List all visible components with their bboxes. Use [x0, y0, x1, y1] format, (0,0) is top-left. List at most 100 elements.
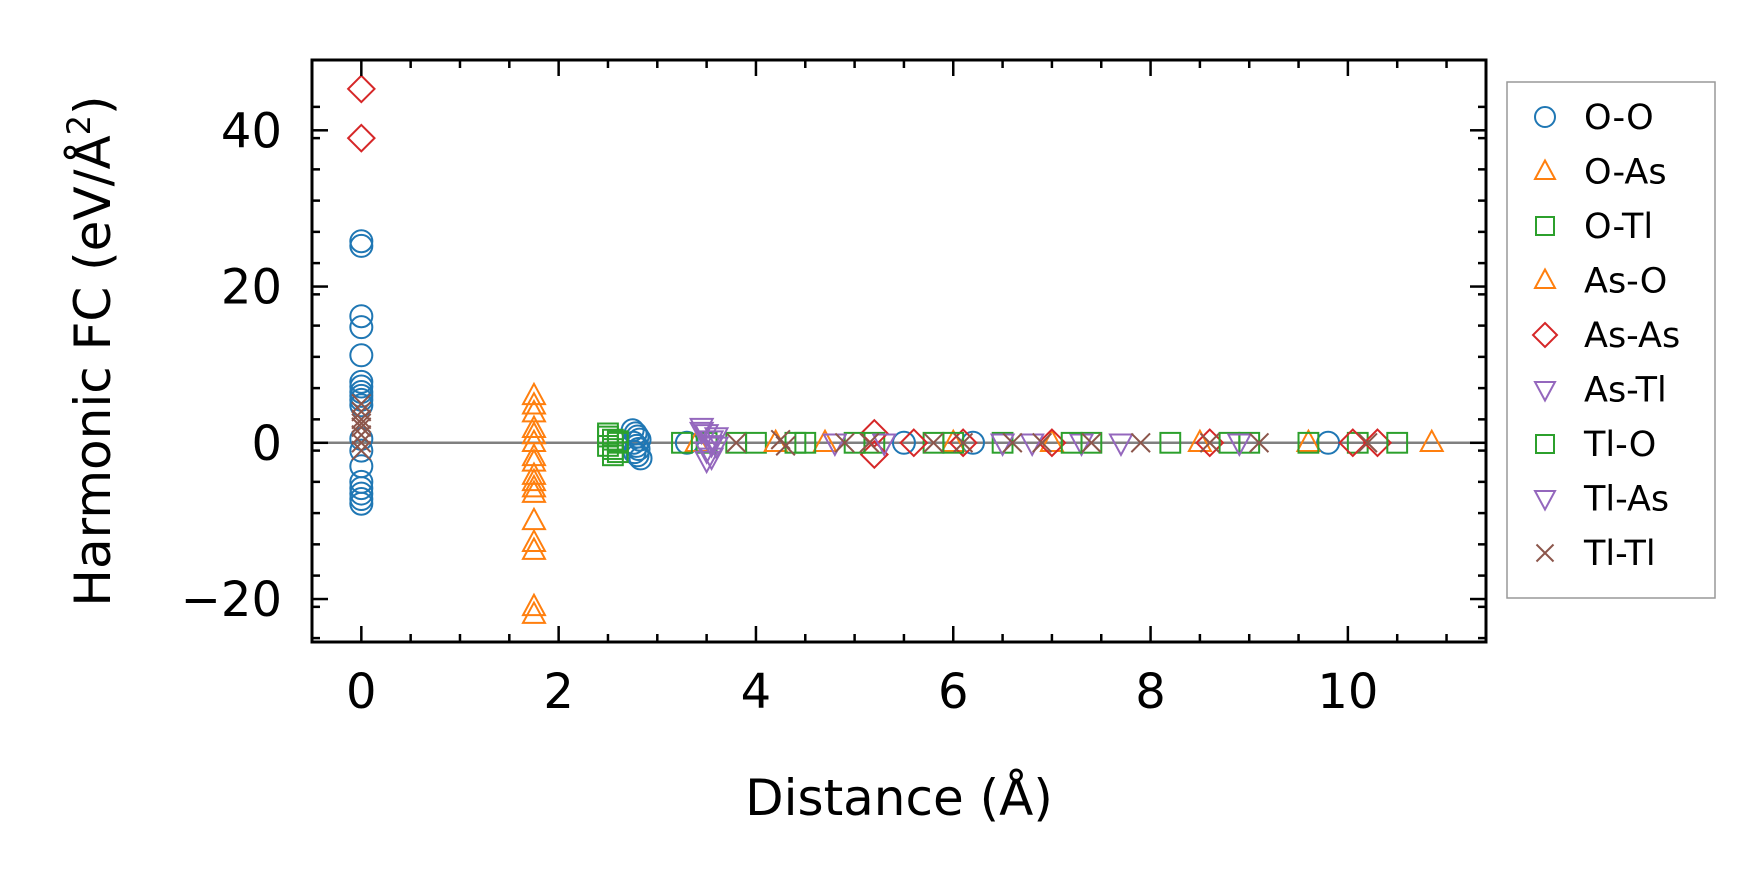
data-point: [521, 473, 547, 498]
series-As-As: [346, 74, 1393, 470]
legend-label: Tl-O: [1583, 425, 1656, 465]
data-point: [349, 476, 374, 501]
plot-frame: [310, 58, 1488, 644]
data-point: [1187, 428, 1213, 453]
data-point: [745, 431, 767, 454]
data-point: [349, 343, 374, 368]
data-point: [948, 428, 978, 458]
legend-label: O-Tl: [1584, 207, 1653, 247]
legend: O-O O-As O-Tl As-O As-As As-Tl Tl-O Tl-As Tl-Tl: [1506, 81, 1716, 599]
data-point: [1031, 432, 1053, 453]
data-point: [1419, 428, 1445, 453]
data-point: [346, 74, 376, 104]
data-point: [940, 428, 966, 453]
x-tick-label: 4: [741, 664, 772, 720]
data-point: [698, 435, 725, 459]
legend-marker: [1531, 321, 1559, 349]
y-axis-title-main: Harmonic FC (eV/Å: [64, 135, 122, 606]
data-point: [859, 439, 889, 470]
data-point: [953, 432, 974, 453]
legend-label: As-O: [1584, 262, 1667, 302]
data-point: [784, 431, 807, 454]
data-point: [606, 430, 629, 453]
legend-item: Tl-As: [1533, 480, 1669, 520]
data-point: [1386, 431, 1409, 454]
data-point: [601, 444, 624, 467]
data-point: [349, 304, 374, 329]
x-tick-label: 10: [1317, 664, 1378, 720]
data-point: [1019, 433, 1045, 457]
data-point: [351, 417, 372, 438]
legend-marker: [1535, 543, 1555, 563]
legend-item: Tl-Tl: [1535, 534, 1656, 574]
data-point: [351, 440, 372, 461]
legend-marker: [1533, 158, 1557, 180]
x-axis-title: Distance (Å): [745, 769, 1053, 827]
data-point: [521, 506, 547, 531]
data-point: [521, 592, 547, 617]
legend-label: As-As: [1584, 316, 1680, 356]
data-point: [1159, 431, 1182, 454]
legend-label: O-O: [1584, 98, 1654, 138]
legend-label: O-As: [1584, 153, 1667, 193]
legend-item: O-As: [1533, 153, 1667, 193]
data-point: [1195, 428, 1225, 458]
series-As-O: [521, 428, 1213, 453]
data-point: [1297, 431, 1320, 454]
data-point: [822, 433, 848, 457]
data-point: [351, 432, 372, 453]
legend-item: O-O: [1534, 98, 1654, 138]
legend-label: Tl-Tl: [1583, 534, 1656, 574]
data-point: [834, 432, 855, 453]
data-point: [521, 536, 547, 560]
legend-marker: [1535, 216, 1555, 236]
data-point: [521, 420, 547, 445]
axis-ticks: 0 2 4 6 8 10 −20 0 20 40: [181, 60, 1486, 720]
legend-marker: [1534, 106, 1556, 128]
series-Tl-Tl: [351, 393, 1378, 461]
x-tick-label: 6: [938, 664, 969, 720]
plot-layer: [312, 74, 1486, 624]
data-point: [1060, 431, 1083, 454]
data-point: [1108, 433, 1134, 457]
data-point: [1130, 432, 1151, 453]
y-axis-title-close: ): [64, 95, 122, 115]
y-tick-label: 20: [221, 260, 282, 316]
data-point: [521, 428, 547, 453]
data-point: [349, 233, 374, 258]
data-point: [989, 433, 1016, 457]
y-axis-title-superscript: 2: [60, 115, 98, 135]
data-point: [1295, 428, 1322, 453]
data-point: [891, 430, 916, 455]
data-point: [521, 461, 547, 485]
legend-item: O-Tl: [1535, 207, 1653, 247]
data-point: [1338, 428, 1368, 458]
data-point: [625, 443, 650, 468]
data-point: [693, 450, 720, 475]
legend-item: As-As: [1531, 316, 1680, 356]
data-point: [1218, 431, 1241, 454]
legend-marker: [1533, 490, 1557, 512]
legend-marker: [1533, 267, 1557, 289]
data-point: [349, 481, 374, 506]
data-point: [1357, 432, 1378, 453]
data-point: [351, 409, 372, 430]
data-point: [349, 491, 374, 516]
y-axis-title: Harmonic FC (eV/Å2): [60, 95, 122, 606]
legend-item: As-Tl: [1533, 371, 1667, 411]
series-As-Tl: [689, 417, 1134, 475]
legend-marker: [1535, 434, 1555, 454]
data-point: [349, 393, 374, 418]
data-point: [1037, 428, 1067, 458]
data-point: [351, 424, 372, 446]
data-point: [1199, 432, 1220, 453]
data-point: [1039, 428, 1065, 453]
data-point: [1002, 432, 1023, 453]
legend-item: As-O: [1533, 262, 1667, 302]
data-point: [871, 433, 897, 457]
data-point: [859, 432, 880, 453]
x-tick-label: 8: [1135, 664, 1166, 720]
y-tick-label: −20: [181, 572, 282, 628]
data-point: [812, 428, 838, 453]
x-tick-label: 0: [346, 664, 377, 720]
